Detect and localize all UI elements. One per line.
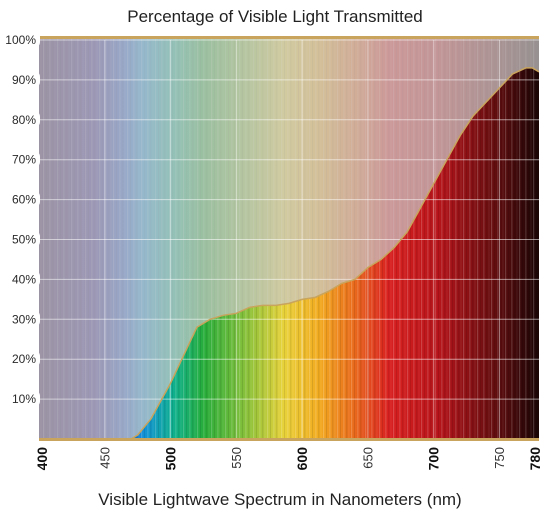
x-axis-label: Visible Lightwave Spectrum in Nanometers… bbox=[98, 490, 461, 509]
x-tick-label: 780 bbox=[527, 447, 543, 471]
chart-title: Percentage of Visible Light Transmitted bbox=[127, 7, 422, 26]
frame-top bbox=[39, 36, 539, 39]
y-tick-label-bg bbox=[0, 110, 40, 128]
x-tick-label: 400 bbox=[34, 447, 50, 471]
y-tick-label: 70% bbox=[12, 153, 36, 167]
y-tick-label: 10% bbox=[12, 392, 36, 406]
y-tick-label-bg bbox=[0, 31, 40, 48]
grid-lines bbox=[39, 39, 539, 439]
y-tick-label-bg bbox=[0, 310, 40, 328]
y-tick-label: 100% bbox=[5, 33, 36, 47]
x-tick-label: 550 bbox=[229, 447, 244, 469]
y-tick-label: 50% bbox=[12, 233, 36, 247]
y-tick-label: 80% bbox=[12, 113, 36, 127]
x-tick-label: 700 bbox=[426, 447, 442, 471]
y-tick-label-bg bbox=[0, 350, 40, 368]
transmission-curve bbox=[39, 67, 539, 439]
y-tick-label-bg bbox=[0, 70, 40, 88]
plot-area bbox=[39, 37, 539, 439]
frame-bottom bbox=[39, 438, 539, 441]
y-tick-label-bg bbox=[0, 390, 40, 408]
y-tick-label: 40% bbox=[12, 272, 36, 286]
y-tick-label-bg bbox=[0, 190, 40, 208]
x-axis-ticks: 400 450 500 550 600 650 700 750 780 bbox=[34, 447, 543, 471]
y-tick-label: 30% bbox=[12, 312, 36, 326]
untransmitted-overlay bbox=[39, 37, 539, 439]
y-tick-label: 20% bbox=[12, 352, 36, 366]
y-tick-label-bg bbox=[0, 270, 40, 288]
y-tick-label: 60% bbox=[12, 193, 36, 207]
y-tick-label-bg bbox=[0, 150, 40, 168]
y-tick-label: 90% bbox=[12, 73, 36, 87]
y-tick-label-bg bbox=[0, 230, 40, 248]
x-tick-label: 500 bbox=[162, 447, 178, 471]
x-tick-label: 450 bbox=[97, 447, 112, 469]
x-tick-label: 650 bbox=[360, 447, 375, 469]
y-axis-ticks: 10% 20% 30% 40% 50% 60% 70% 80% 90% 100% bbox=[0, 31, 40, 408]
x-tick-label: 600 bbox=[294, 447, 310, 471]
x-tick-label: 750 bbox=[492, 447, 507, 469]
